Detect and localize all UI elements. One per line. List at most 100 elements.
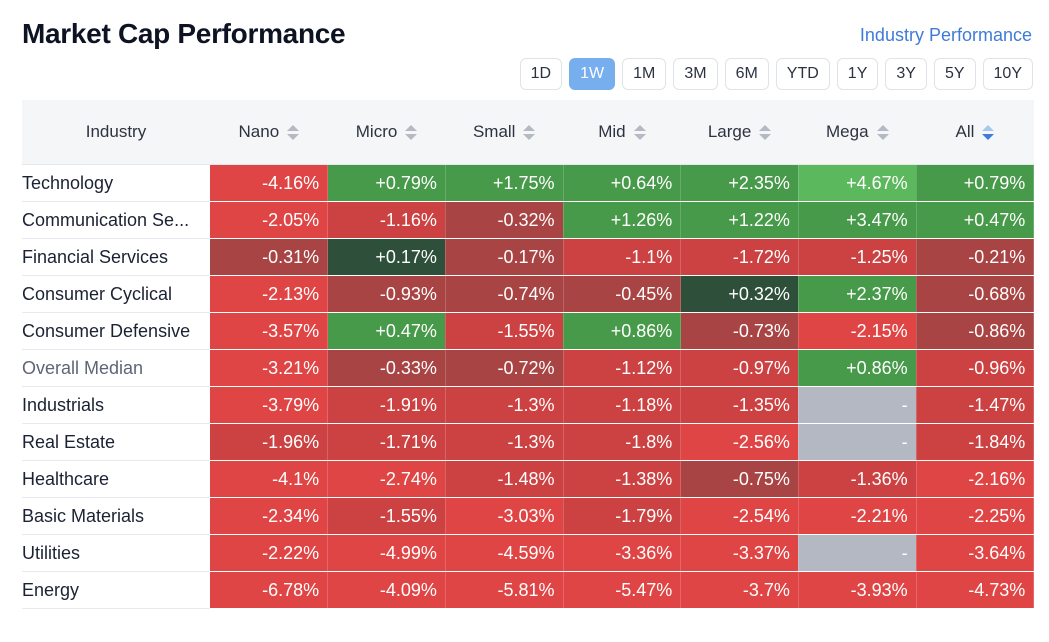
sort-icon[interactable] bbox=[982, 124, 995, 140]
industry-name[interactable]: Communication Se... bbox=[22, 201, 210, 239]
perf-cell-large: -1.35% bbox=[680, 386, 799, 424]
column-header-wrap: Large bbox=[707, 122, 772, 142]
range-button-3m[interactable]: 3M bbox=[673, 58, 718, 90]
industry-name[interactable]: Industrials bbox=[22, 386, 210, 424]
table-row[interactable]: Basic Materials -2.34% -1.55% -3.03% -1.79% -… bbox=[22, 497, 1035, 535]
industry-name[interactable]: Healthcare bbox=[22, 460, 210, 498]
industry-name[interactable]: Consumer Cyclical bbox=[22, 275, 210, 313]
perf-cell-nano: -3.79% bbox=[210, 386, 329, 424]
column-header-all[interactable]: All bbox=[916, 100, 1034, 165]
industry-name[interactable]: Consumer Defensive bbox=[22, 312, 210, 350]
range-button-5y[interactable]: 5Y bbox=[933, 58, 976, 90]
table-row[interactable]: Utilities -2.22% -4.99% -4.59% -3.36% -3.37% -… bbox=[22, 534, 1035, 572]
range-button-ytd[interactable]: YTD bbox=[775, 58, 830, 90]
sort-icon[interactable] bbox=[876, 124, 889, 140]
column-header-mid[interactable]: Mid bbox=[563, 100, 681, 165]
perf-cell-mid: -1.12% bbox=[563, 349, 682, 387]
perf-cell-large: -3.37% bbox=[680, 534, 799, 572]
perf-cell-large: -0.75% bbox=[680, 460, 799, 498]
industry-performance-link[interactable]: Industry Performance bbox=[859, 25, 1032, 45]
perf-cell-large: -2.56% bbox=[680, 423, 799, 461]
sort-icon[interactable] bbox=[523, 124, 536, 140]
perf-cell-nano: -2.22% bbox=[210, 534, 329, 572]
perf-cell-nano: -6.78% bbox=[210, 571, 329, 609]
range-button-1y[interactable]: 1Y bbox=[836, 58, 879, 90]
perf-cell-mega: +0.86% bbox=[798, 349, 917, 387]
column-header-large[interactable]: Large bbox=[680, 100, 799, 165]
range-button-1w[interactable]: 1W bbox=[569, 58, 616, 90]
perf-cell-mega: -1.36% bbox=[798, 460, 917, 498]
column-header-label: Micro bbox=[355, 122, 398, 141]
table-row[interactable]: Technology -4.16% +0.79% +1.75% +0.64% +2.35%… bbox=[22, 164, 1035, 202]
table-row[interactable]: Overall Median -3.21% -0.33% -0.72% -1.12% -0… bbox=[22, 349, 1035, 387]
table-row[interactable]: Healthcare -4.1% -2.74% -1.48% -1.38% -0.75% -… bbox=[22, 460, 1035, 498]
table-row[interactable]: Communication Se... -2.05% -1.16% -0.32% +1.… bbox=[22, 201, 1035, 239]
industry-name[interactable]: Basic Materials bbox=[22, 497, 210, 535]
table-row[interactable]: Financial Services -0.31% +0.17% -0.17% -1.1… bbox=[22, 238, 1035, 276]
perf-cell-small: -0.72% bbox=[445, 349, 564, 387]
perf-cell-large: -3.7% bbox=[680, 571, 799, 609]
range-button-6m[interactable]: 6M bbox=[724, 58, 769, 90]
table-row[interactable]: Energy -6.78% -4.09% -5.81% -5.47% -3.7% -3.93… bbox=[22, 571, 1035, 609]
perf-cell-all: -3.64% bbox=[916, 534, 1035, 572]
range-button-3y[interactable]: 3Y bbox=[885, 58, 927, 90]
range-button-1m[interactable]: 1M bbox=[622, 58, 667, 90]
perf-cell-mid: +1.26% bbox=[563, 201, 682, 239]
column-header-small[interactable]: Small bbox=[445, 100, 564, 165]
perf-cell-large: -0.97% bbox=[680, 349, 799, 387]
perf-cell-small: -1.3% bbox=[445, 386, 564, 424]
perf-cell-small: -0.32% bbox=[445, 201, 564, 239]
column-header-wrap: All bbox=[956, 122, 995, 142]
column-header-label: Small bbox=[472, 122, 516, 141]
column-header-mega[interactable]: Mega bbox=[798, 100, 917, 165]
perf-cell-large: -0.73% bbox=[680, 312, 799, 350]
column-header-wrap: Micro bbox=[356, 122, 418, 142]
table-row[interactable]: Industrials -3.79% -1.91% -1.3% -1.18% -1.35%… bbox=[22, 386, 1035, 424]
column-header-nano[interactable]: Nano bbox=[210, 100, 328, 165]
column-header-micro[interactable]: Micro bbox=[327, 100, 446, 165]
perf-cell-micro: +0.17% bbox=[327, 238, 446, 276]
perf-cell-mega: -3.93% bbox=[798, 571, 917, 609]
perf-cell-mega: - bbox=[798, 423, 917, 461]
perf-cell-mega: +2.37% bbox=[798, 275, 917, 313]
sort-icon[interactable] bbox=[633, 124, 646, 140]
industry-name[interactable]: Technology bbox=[22, 164, 210, 202]
table-row[interactable]: Real Estate -1.96% -1.71% -1.3% -1.8% -2.56% -… bbox=[22, 423, 1035, 461]
perf-cell-large: +1.22% bbox=[680, 201, 799, 239]
perf-cell-mid: -1.79% bbox=[563, 497, 682, 535]
perf-cell-micro: -4.99% bbox=[327, 534, 446, 572]
table-row[interactable]: Consumer Cyclical -2.13% -0.93% -0.74% -0.45… bbox=[22, 275, 1035, 313]
table-row[interactable]: Consumer Defensive -3.57% +0.47% -1.55% +0.8… bbox=[22, 312, 1035, 350]
perf-cell-small: -0.17% bbox=[445, 238, 564, 276]
sort-icon[interactable] bbox=[759, 124, 772, 140]
perf-cell-mid: -0.45% bbox=[563, 275, 682, 313]
perf-cell-micro: -1.71% bbox=[327, 423, 446, 461]
perf-cell-nano: -2.05% bbox=[210, 201, 329, 239]
range-button-10y[interactable]: 10Y bbox=[982, 58, 1033, 90]
column-header-label: Nano bbox=[238, 122, 280, 141]
perf-cell-micro: -2.74% bbox=[327, 460, 446, 498]
perf-cell-mega: -2.21% bbox=[798, 497, 917, 535]
perf-cell-micro: -1.16% bbox=[327, 201, 446, 239]
perf-cell-all: -4.73% bbox=[916, 571, 1035, 609]
perf-cell-mid: -1.18% bbox=[563, 386, 682, 424]
perf-cell-nano: -3.21% bbox=[210, 349, 329, 387]
column-header-label: Industry bbox=[85, 122, 147, 141]
industry-name[interactable]: Energy bbox=[22, 571, 210, 609]
perf-cell-all: -2.25% bbox=[916, 497, 1035, 535]
range-button-1d[interactable]: 1D bbox=[519, 58, 563, 90]
sort-icon[interactable] bbox=[405, 124, 418, 140]
perf-cell-micro: -1.55% bbox=[327, 497, 446, 535]
column-header-label: Large bbox=[707, 122, 752, 141]
perf-cell-mega: +3.47% bbox=[798, 201, 917, 239]
perf-cell-small: +1.75% bbox=[445, 164, 564, 202]
perf-cell-all: -1.84% bbox=[916, 423, 1035, 461]
perf-cell-small: -4.59% bbox=[445, 534, 564, 572]
sort-icon[interactable] bbox=[287, 124, 300, 140]
perf-cell-nano: -4.1% bbox=[210, 460, 329, 498]
industry-name[interactable]: Financial Services bbox=[22, 238, 210, 276]
perf-cell-micro: -0.33% bbox=[327, 349, 446, 387]
industry-name[interactable]: Utilities bbox=[22, 534, 210, 572]
industry-name[interactable]: Real Estate bbox=[22, 423, 210, 461]
column-header-wrap: Mid bbox=[598, 122, 646, 142]
